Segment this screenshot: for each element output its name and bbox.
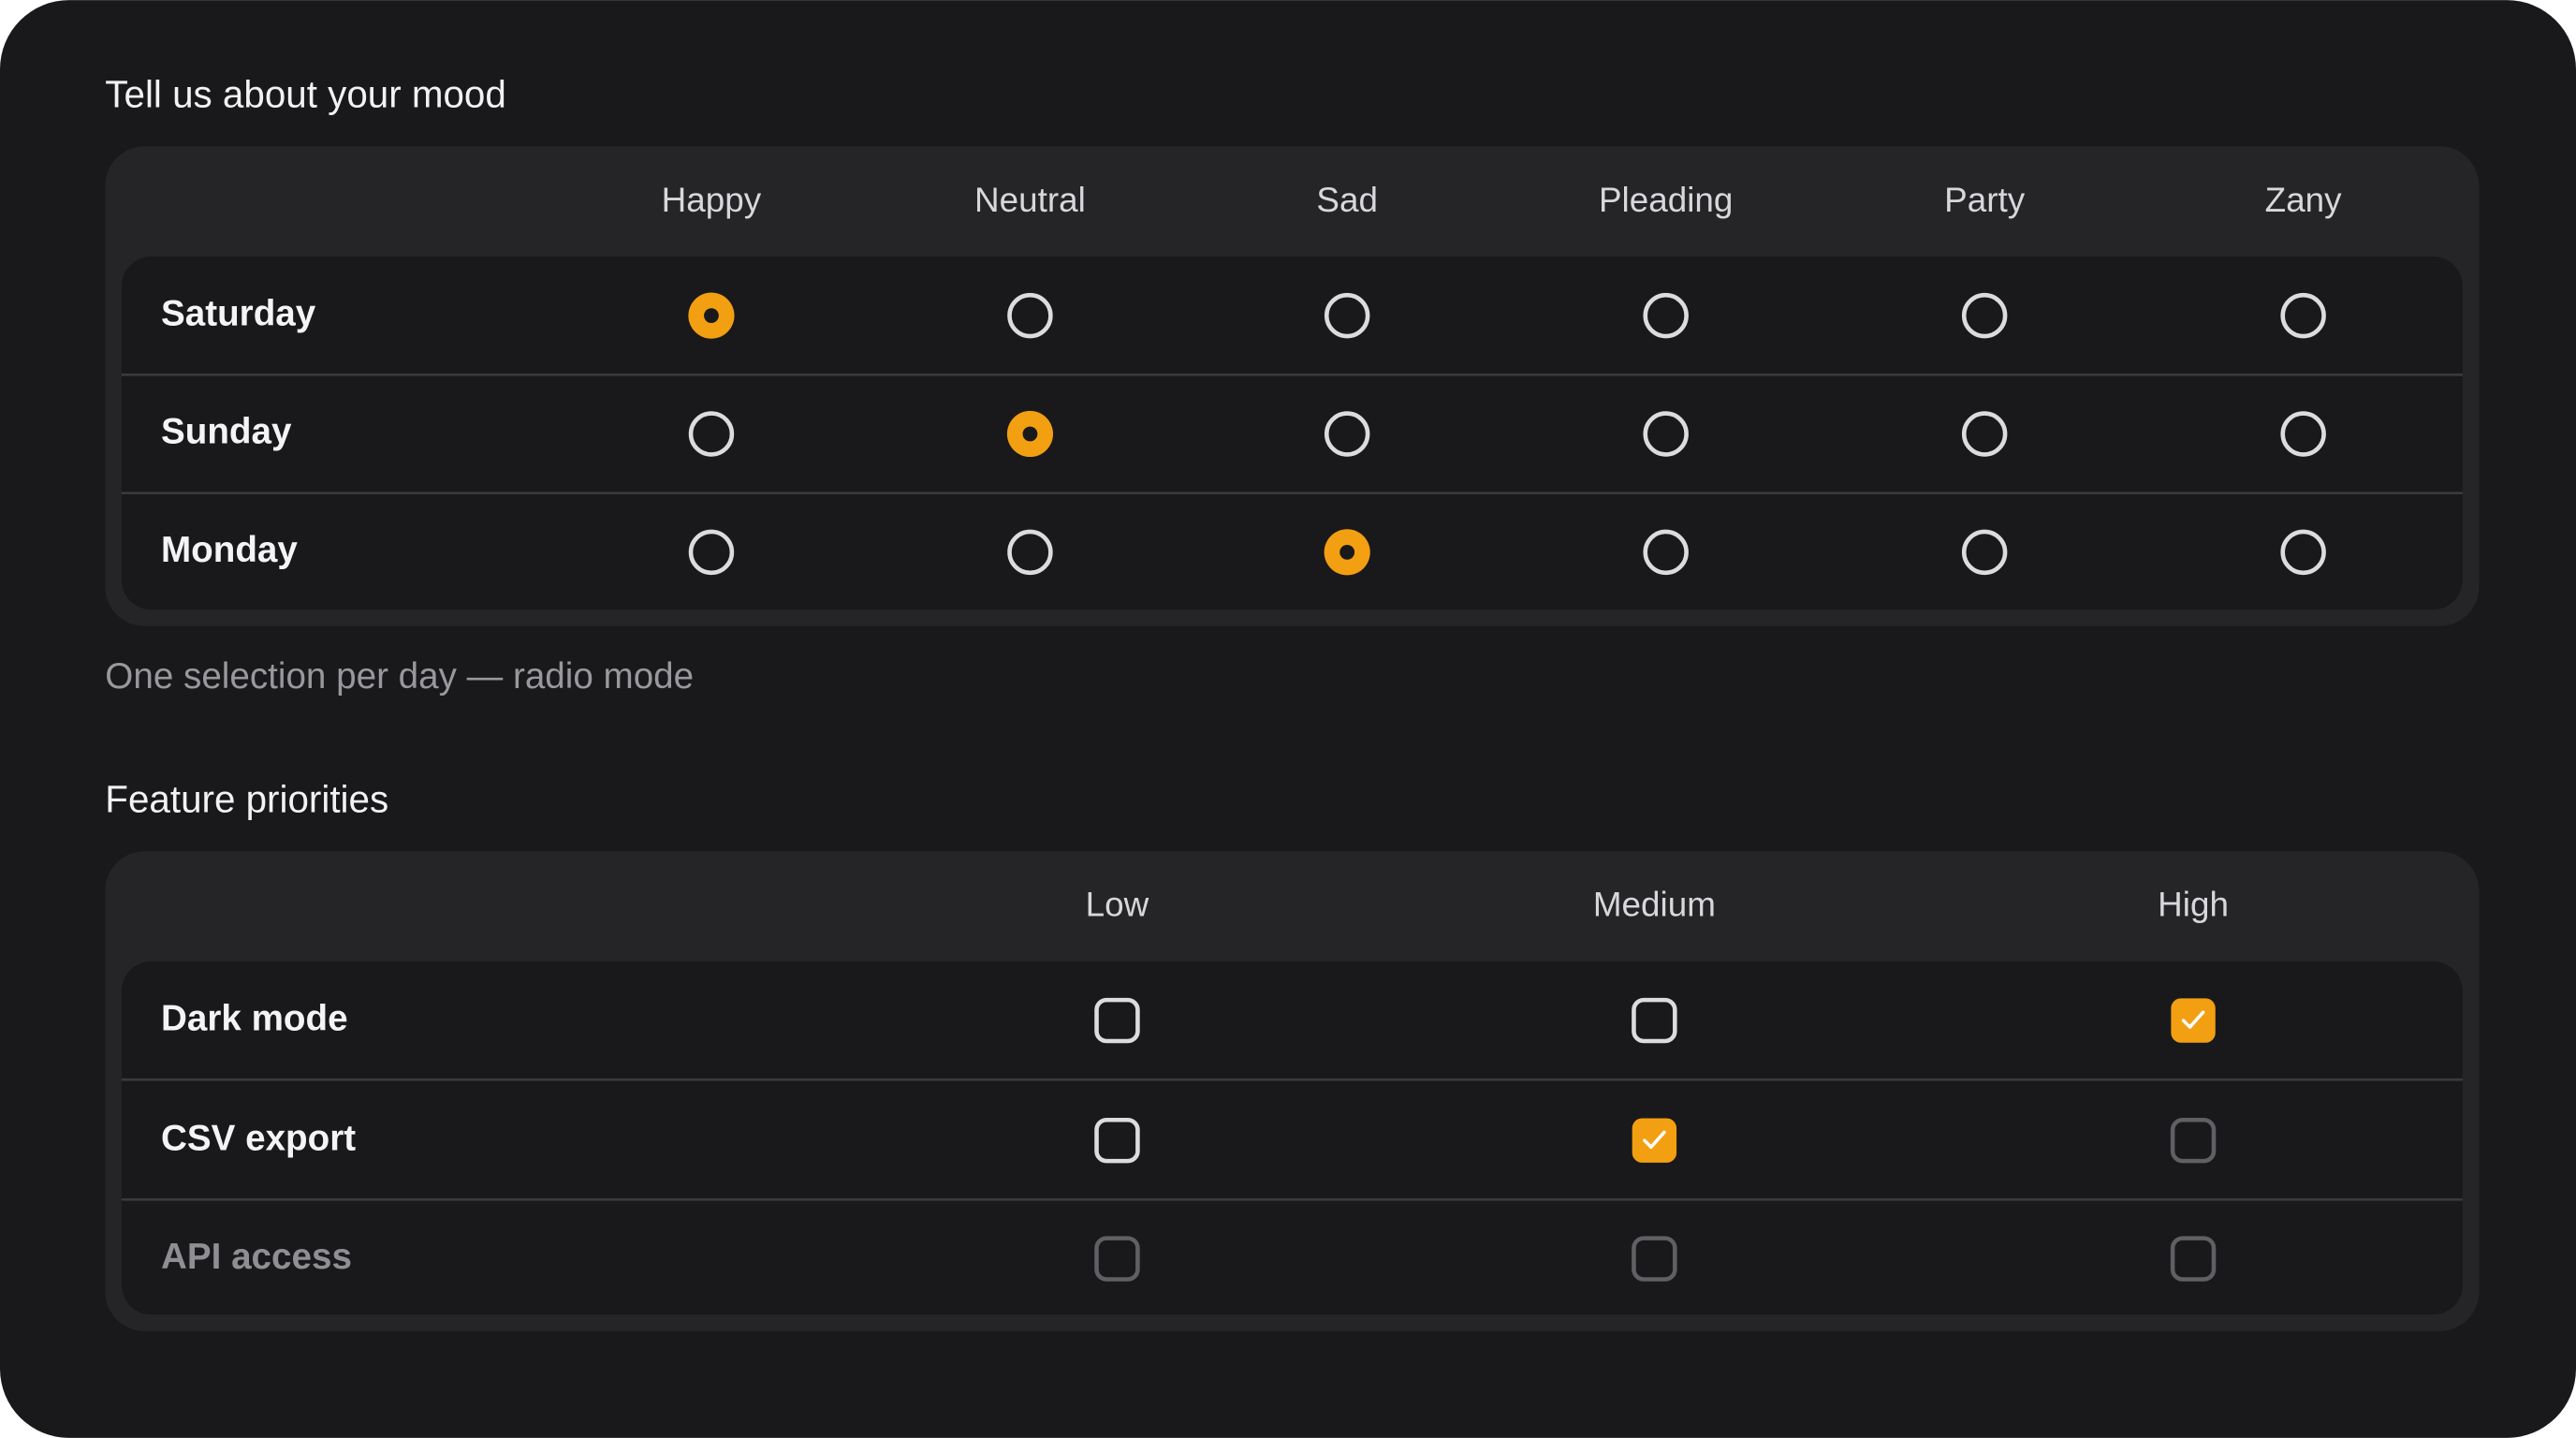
radio[interactable] bbox=[1961, 411, 2008, 457]
column-header: Zany bbox=[2265, 181, 2342, 219]
caption: One selection per day — radio mode bbox=[105, 656, 694, 697]
checkbox[interactable] bbox=[1632, 997, 1677, 1044]
radio[interactable] bbox=[1643, 292, 1689, 339]
checkbox-disabled bbox=[1632, 1236, 1677, 1282]
column-header: Sad bbox=[1316, 181, 1378, 219]
checkbox-checked[interactable] bbox=[1632, 1118, 1677, 1163]
checkbox-disabled bbox=[2170, 1236, 2217, 1282]
checkbox[interactable] bbox=[1094, 1117, 1140, 1164]
radio[interactable] bbox=[1007, 529, 1053, 576]
radio-dot bbox=[704, 308, 719, 324]
radio[interactable] bbox=[1643, 411, 1689, 457]
radio-dot bbox=[1022, 426, 1038, 442]
row-label: API access bbox=[161, 1237, 352, 1277]
section-title: Feature priorities bbox=[105, 777, 388, 820]
radio[interactable] bbox=[1007, 292, 1053, 339]
row-label: Dark mode bbox=[161, 998, 348, 1038]
radio[interactable] bbox=[688, 529, 735, 576]
column-header: Neutral bbox=[974, 181, 1086, 219]
checkbox-disabled bbox=[1094, 1236, 1140, 1282]
radio[interactable] bbox=[2280, 292, 2326, 339]
checkbox-checked[interactable] bbox=[2171, 998, 2216, 1043]
row-label: CSV export bbox=[161, 1118, 356, 1158]
radio[interactable] bbox=[1324, 411, 1370, 457]
checkbox[interactable] bbox=[1094, 997, 1140, 1044]
rows-box bbox=[121, 961, 2463, 1315]
radio[interactable] bbox=[2280, 529, 2326, 576]
row-label: Sunday bbox=[161, 412, 292, 452]
column-header: Pleading bbox=[1599, 181, 1733, 219]
radio[interactable] bbox=[2280, 411, 2326, 457]
checkbox-disabled bbox=[2170, 1117, 2217, 1164]
radio[interactable] bbox=[1324, 292, 1370, 339]
radio-dot bbox=[1339, 544, 1355, 560]
check-mark bbox=[2181, 1010, 2205, 1029]
column-header: Medium bbox=[1593, 886, 1716, 924]
radio[interactable] bbox=[1961, 529, 2008, 576]
radio[interactable] bbox=[1961, 292, 2008, 339]
check-mark bbox=[1643, 1130, 1666, 1149]
radio[interactable] bbox=[688, 411, 735, 457]
column-header: Party bbox=[1944, 181, 2026, 219]
column-header: High bbox=[2158, 886, 2229, 924]
section-title: Tell us about your mood bbox=[105, 72, 506, 115]
row-label: Monday bbox=[161, 530, 298, 570]
radio[interactable] bbox=[1643, 529, 1689, 576]
row-label: Saturday bbox=[161, 293, 316, 333]
rows-box bbox=[121, 256, 2463, 610]
column-header: Happy bbox=[662, 181, 762, 219]
column-header: Low bbox=[1086, 886, 1149, 924]
